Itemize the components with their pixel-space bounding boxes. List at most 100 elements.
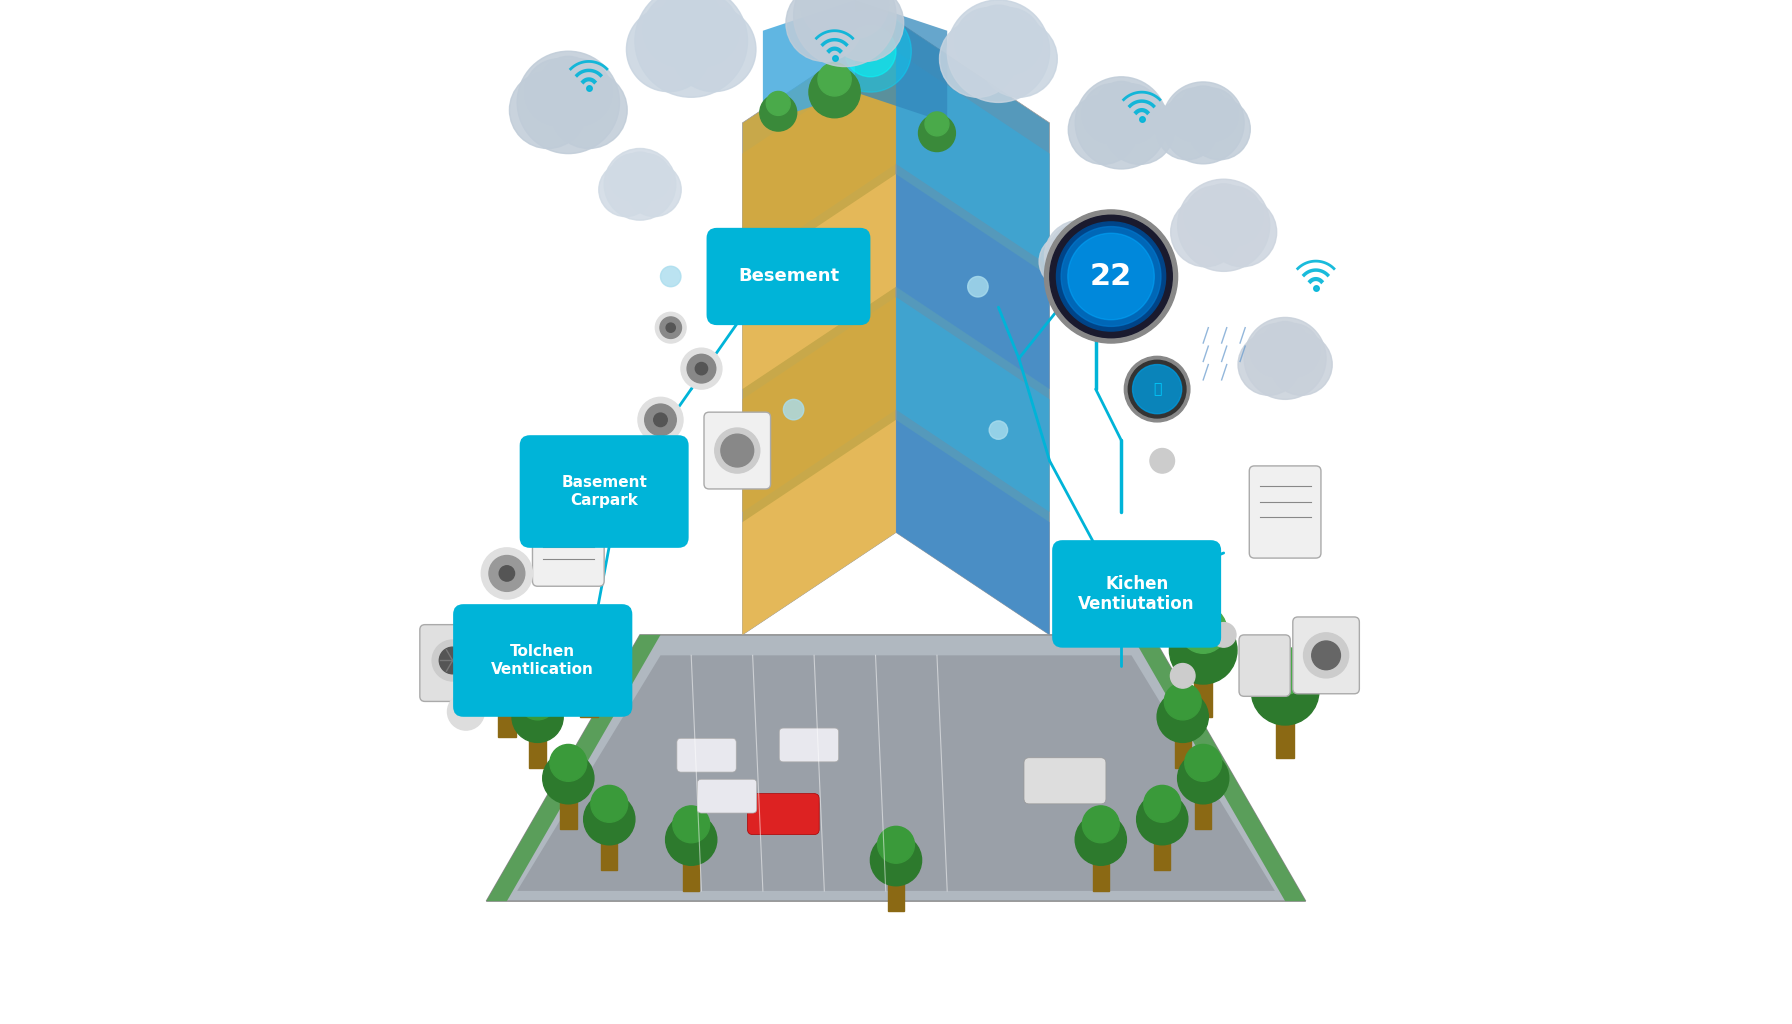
Polygon shape	[896, 420, 1050, 635]
Bar	[498, 681, 516, 737]
Circle shape	[1068, 95, 1138, 165]
Circle shape	[556, 616, 622, 684]
FancyBboxPatch shape	[747, 794, 819, 835]
Circle shape	[591, 785, 627, 822]
Circle shape	[1061, 224, 1100, 263]
Circle shape	[471, 620, 502, 650]
Circle shape	[661, 266, 681, 287]
Circle shape	[672, 7, 756, 92]
Circle shape	[432, 640, 473, 681]
Circle shape	[794, 0, 896, 67]
Circle shape	[1133, 365, 1181, 414]
Circle shape	[1179, 606, 1228, 653]
Polygon shape	[742, 174, 896, 389]
Circle shape	[1124, 356, 1190, 422]
Circle shape	[1165, 683, 1201, 720]
Circle shape	[989, 421, 1007, 439]
Circle shape	[1050, 215, 1172, 338]
Circle shape	[659, 317, 681, 338]
Circle shape	[1202, 186, 1263, 246]
Circle shape	[1177, 753, 1229, 804]
Circle shape	[654, 413, 667, 427]
FancyBboxPatch shape	[453, 604, 633, 717]
Circle shape	[1156, 98, 1217, 160]
Circle shape	[634, 0, 747, 97]
Circle shape	[545, 58, 611, 126]
Circle shape	[1075, 814, 1127, 865]
FancyBboxPatch shape	[706, 228, 871, 326]
Circle shape	[656, 312, 686, 343]
Bar	[887, 870, 905, 911]
Circle shape	[968, 276, 987, 297]
Circle shape	[1097, 81, 1147, 132]
Circle shape	[844, 26, 896, 77]
Circle shape	[624, 486, 636, 497]
Circle shape	[480, 628, 493, 642]
Text: 22: 22	[1090, 262, 1133, 291]
Circle shape	[767, 91, 790, 116]
Circle shape	[627, 7, 711, 92]
Circle shape	[1064, 225, 1111, 272]
Bar	[529, 727, 547, 768]
Circle shape	[643, 0, 717, 67]
Circle shape	[817, 0, 873, 26]
Circle shape	[1208, 198, 1276, 266]
Circle shape	[518, 51, 620, 154]
Polygon shape	[518, 655, 1274, 891]
Circle shape	[1170, 664, 1195, 688]
Circle shape	[1238, 334, 1299, 395]
Circle shape	[500, 565, 514, 582]
Bar	[1174, 727, 1192, 768]
Circle shape	[1082, 84, 1142, 143]
FancyBboxPatch shape	[1052, 541, 1220, 648]
Polygon shape	[742, 20, 896, 635]
Circle shape	[713, 421, 731, 439]
Bar	[579, 660, 599, 717]
Circle shape	[1068, 234, 1122, 289]
Circle shape	[539, 56, 597, 113]
Circle shape	[686, 354, 715, 383]
Circle shape	[543, 753, 593, 804]
Bar	[1093, 850, 1109, 891]
FancyBboxPatch shape	[677, 738, 737, 772]
Circle shape	[448, 693, 484, 730]
Circle shape	[509, 72, 586, 148]
Circle shape	[584, 794, 634, 845]
Circle shape	[1150, 449, 1174, 473]
Polygon shape	[486, 635, 1306, 901]
Circle shape	[1185, 186, 1244, 246]
Circle shape	[1211, 623, 1236, 647]
Circle shape	[1251, 324, 1303, 377]
Circle shape	[1143, 785, 1181, 822]
Text: ⏻: ⏻	[1152, 382, 1161, 396]
Polygon shape	[896, 297, 1050, 512]
Polygon shape	[896, 174, 1050, 389]
Circle shape	[681, 348, 722, 389]
Circle shape	[1312, 641, 1340, 670]
Bar	[1276, 701, 1294, 758]
Circle shape	[826, 0, 903, 61]
Text: Basement
Carpark: Basement Carpark	[561, 475, 647, 508]
Circle shape	[830, 10, 912, 92]
Circle shape	[823, 0, 889, 38]
FancyBboxPatch shape	[704, 412, 771, 488]
Circle shape	[808, 67, 860, 118]
Circle shape	[695, 362, 708, 375]
Circle shape	[645, 404, 676, 435]
FancyBboxPatch shape	[780, 728, 839, 762]
Circle shape	[1303, 633, 1349, 678]
Circle shape	[439, 647, 466, 674]
Polygon shape	[1131, 635, 1306, 901]
Circle shape	[1045, 220, 1116, 292]
Circle shape	[525, 58, 591, 126]
Text: Besement: Besement	[738, 267, 839, 286]
FancyBboxPatch shape	[419, 625, 486, 701]
Circle shape	[513, 691, 563, 742]
Circle shape	[482, 548, 532, 599]
Circle shape	[1075, 77, 1167, 169]
Circle shape	[611, 473, 649, 510]
Circle shape	[627, 163, 681, 217]
Circle shape	[787, 0, 862, 61]
Circle shape	[1136, 794, 1188, 845]
FancyBboxPatch shape	[532, 500, 604, 586]
